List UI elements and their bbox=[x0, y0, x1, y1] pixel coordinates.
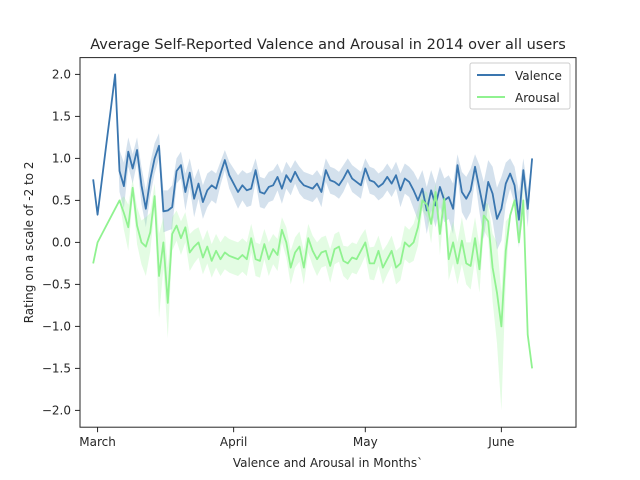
x-tick-label: March bbox=[79, 435, 116, 449]
x-tick-label: May bbox=[353, 435, 378, 449]
arousal-series-line bbox=[92, 186, 534, 369]
y-axis-ticks: 2.0 1.5 1.0 0.5 0.0 −0.5 −1.0 −1.5 −2.0 bbox=[42, 68, 80, 418]
x-axis-ticks: March April May June bbox=[79, 427, 514, 449]
x-tick-label: June bbox=[487, 435, 514, 449]
series-lines bbox=[92, 73, 534, 369]
y-tick-label: −2.0 bbox=[42, 404, 71, 418]
x-tick-label: April bbox=[220, 435, 247, 449]
y-tick-label: 2.0 bbox=[52, 68, 71, 82]
y-axis-title: Rating on a scale of -2 to 2 bbox=[22, 161, 36, 323]
legend-arousal-label: Arousal bbox=[515, 91, 560, 105]
y-tick-label: 1.5 bbox=[52, 110, 71, 124]
y-tick-label: 1.0 bbox=[52, 152, 71, 166]
y-tick-label: 0.5 bbox=[52, 194, 71, 208]
legend-valence-label: Valence bbox=[515, 69, 562, 83]
legend: Valence Arousal bbox=[469, 62, 571, 110]
y-tick-label: −1.5 bbox=[42, 362, 71, 376]
x-axis-title: Valence and Arousal in Months` bbox=[233, 456, 423, 470]
chart-title: Average Self-Reported Valence and Arousa… bbox=[90, 37, 566, 53]
y-tick-label: −1.0 bbox=[42, 320, 71, 334]
confidence-bands bbox=[93, 74, 533, 411]
valence-confidence-band bbox=[93, 74, 533, 250]
y-tick-label: 0.0 bbox=[52, 236, 71, 250]
y-tick-label: −0.5 bbox=[42, 278, 71, 292]
valence-series-line bbox=[92, 73, 534, 221]
